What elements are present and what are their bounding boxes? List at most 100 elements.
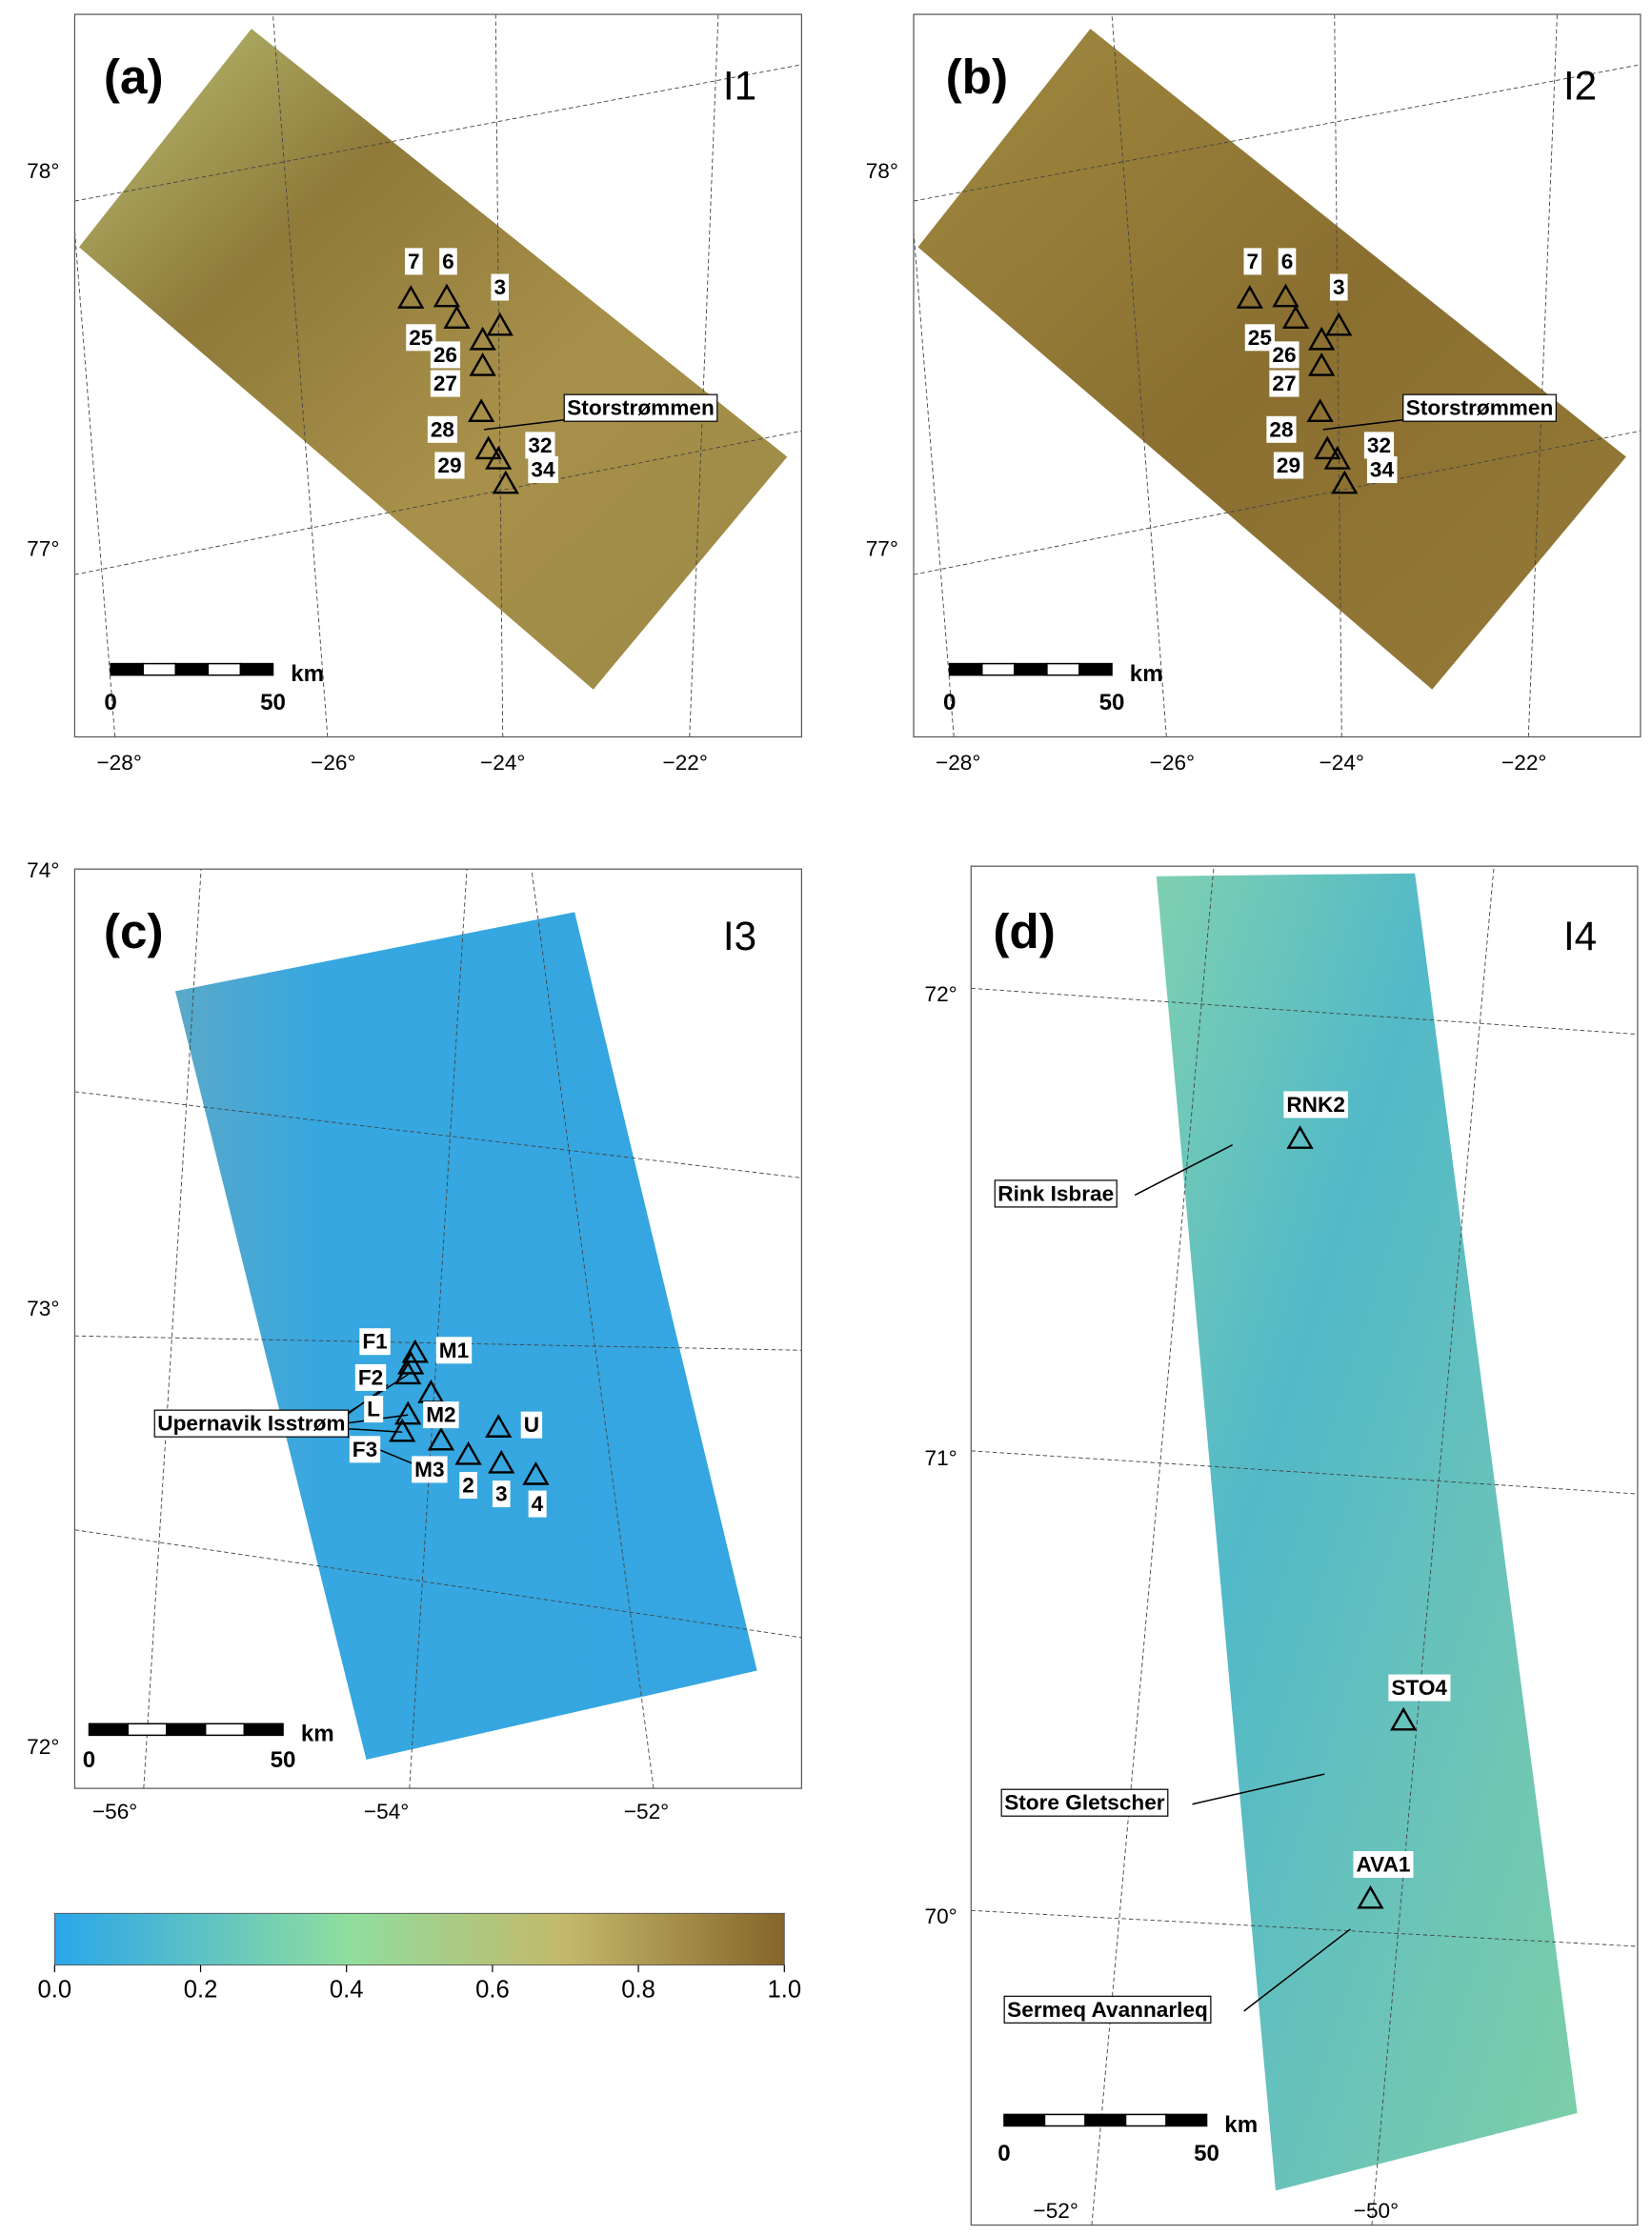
station-marker <box>486 312 514 336</box>
label-bg <box>1329 273 1348 301</box>
latitude-label: 78° <box>866 159 898 183</box>
scale-bar-segment <box>204 1722 246 1737</box>
label-bg <box>528 456 558 484</box>
graticule <box>1371 866 1495 2226</box>
scale-bar-segment <box>1084 2113 1127 2127</box>
scale-unit: km <box>291 661 324 687</box>
label-bg <box>1283 1091 1348 1118</box>
leader-line <box>1243 1928 1351 2012</box>
longitude-label: −28° <box>936 751 980 775</box>
panel-label: (c) <box>104 904 164 958</box>
latitude-label: 73° <box>27 1297 59 1320</box>
station-label: 28 <box>1269 417 1293 441</box>
panel-label: (b) <box>946 50 1008 104</box>
place-label: Storstrømmen <box>1406 396 1554 420</box>
map-panel <box>74 869 802 1789</box>
place-label: Rink Isbrae <box>997 1181 1114 1205</box>
station-marker <box>1314 435 1341 460</box>
scale-start: 0 <box>83 1747 95 1773</box>
label-bg <box>423 1401 459 1429</box>
scale-bar-segment <box>1124 2113 1167 2127</box>
scale-bar-segment <box>174 662 210 676</box>
station-label: 6 <box>442 250 454 273</box>
colorbar-tick-label: 0.0 <box>38 1977 72 2004</box>
scale-bar-segment <box>207 662 242 676</box>
label-bg <box>520 1411 543 1439</box>
station-label: 3 <box>1333 275 1345 299</box>
scale-bar-segment <box>166 1722 207 1737</box>
scale-unit: km <box>1224 2112 1258 2138</box>
label-bg <box>1269 370 1299 397</box>
longitude-label: −52° <box>1034 2199 1078 2223</box>
station-label: 3 <box>495 1482 508 1506</box>
colorbar-tick-label: 0.8 <box>621 1977 655 2004</box>
latitude-label: 72° <box>27 1735 59 1759</box>
place-label: Sermeq Avannarleq <box>1007 1998 1208 2022</box>
scale-start: 0 <box>997 2141 1010 2166</box>
latitude-label: 77° <box>866 536 898 560</box>
station-label: 2 <box>462 1473 474 1497</box>
station-marker <box>427 1426 455 1451</box>
scale-end: 50 <box>260 690 286 715</box>
station-label: U <box>524 1413 539 1437</box>
station-label: 28 <box>431 417 454 441</box>
station-label: 7 <box>408 250 420 273</box>
scale-end: 50 <box>271 1747 296 1773</box>
scale-bar-segment <box>1003 2113 1046 2127</box>
latitude-label: 74° <box>27 858 59 882</box>
label-bg <box>364 1396 384 1423</box>
colorbar-tick-label: 0.4 <box>330 1977 364 2004</box>
longitude-label: −26° <box>1150 751 1195 775</box>
station-label: STO4 <box>1391 1676 1447 1700</box>
image-id: I4 <box>1563 914 1597 958</box>
station-marker <box>433 283 461 308</box>
image-id: I3 <box>723 914 756 958</box>
place-label: Upernavik Isstrøm <box>157 1412 345 1436</box>
label-bg <box>1266 415 1297 443</box>
longitude-label: −50° <box>1354 2199 1399 2223</box>
longitude-label: −26° <box>311 751 355 775</box>
label-bg <box>434 452 465 479</box>
scale-bar-segment <box>127 1722 168 1737</box>
image-swath <box>1156 873 1578 2191</box>
station-label: M3 <box>414 1458 444 1481</box>
colorbar-tick-label: 0.6 <box>475 1977 510 2004</box>
longitude-label: −22° <box>1501 751 1546 775</box>
panel-frame <box>73 868 802 1789</box>
station-marker <box>1308 352 1336 376</box>
station-marker <box>1308 326 1336 351</box>
image-id: I1 <box>723 64 756 109</box>
station-label: F2 <box>358 1365 383 1389</box>
label-bg <box>430 370 461 397</box>
panel-label: (d) <box>993 904 1055 958</box>
longitude-label: −56° <box>92 1800 137 1823</box>
scale-unit: km <box>301 1722 334 1747</box>
label-bg <box>1366 456 1398 484</box>
label-bg <box>1363 432 1395 459</box>
longitude-label: −24° <box>1320 751 1364 775</box>
panel-frame <box>913 13 1642 738</box>
station-marker <box>1325 312 1353 336</box>
scale-start: 0 <box>943 690 956 715</box>
leader-line <box>1134 1144 1234 1197</box>
station-marker <box>1357 1884 1384 1909</box>
graticule <box>272 14 329 737</box>
station-label: AVA1 <box>1357 1853 1411 1877</box>
label-bg <box>439 248 457 275</box>
map-panel <box>971 866 1638 2226</box>
label-bg <box>492 1481 511 1508</box>
graticule <box>143 869 202 1789</box>
label-box <box>994 1179 1118 1208</box>
scale-bar-segment <box>142 662 177 676</box>
scale-unit: km <box>1130 661 1163 687</box>
station-marker <box>1323 445 1351 470</box>
graticule <box>74 1335 802 1351</box>
station-label: M1 <box>439 1339 469 1362</box>
station-marker <box>1331 470 1359 494</box>
label-bg <box>1243 248 1262 275</box>
scale-bar-segment <box>948 662 983 676</box>
latitude-label: 70° <box>925 1904 957 1928</box>
label-bg <box>349 1436 381 1463</box>
